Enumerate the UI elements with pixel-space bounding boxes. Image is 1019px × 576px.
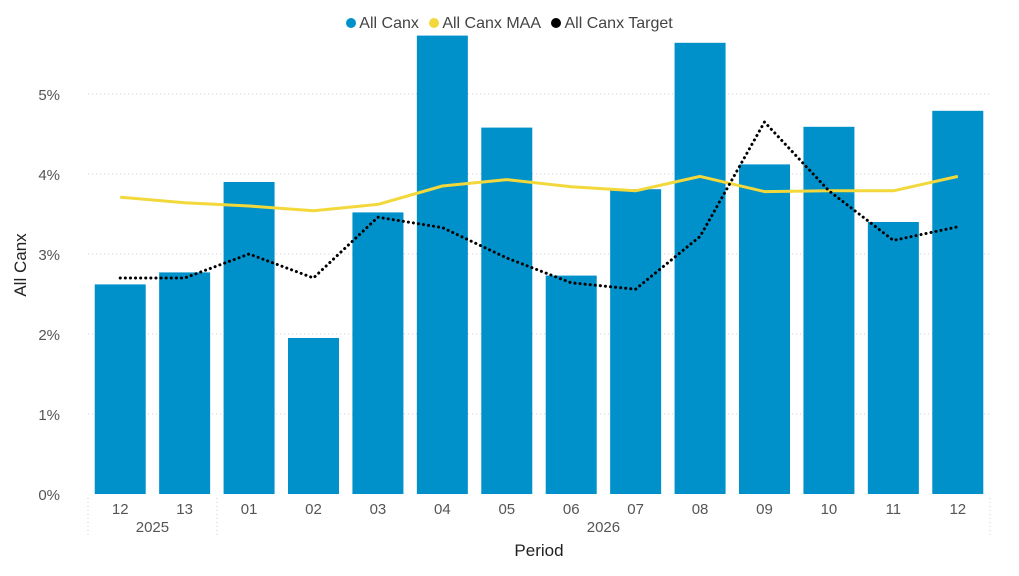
- legend-item-all-canx-maa[interactable]: All Canx MAA: [429, 15, 541, 33]
- y-tick-label: 3%: [38, 247, 60, 264]
- y-tick-label: 5%: [38, 87, 60, 104]
- y-axis-label: All Canx: [11, 233, 30, 297]
- bar[interactable]: [481, 127, 533, 494]
- x-tick-label: 03: [370, 501, 387, 518]
- legend-item-all-canx[interactable]: All Canx: [346, 15, 419, 33]
- bar[interactable]: [288, 338, 339, 494]
- bar[interactable]: [352, 212, 404, 494]
- x-tick-label: 09: [756, 501, 773, 518]
- bar[interactable]: [94, 284, 146, 494]
- bar[interactable]: [803, 126, 855, 495]
- x-tick-label: 02: [305, 501, 322, 518]
- x-axis: 12 13 01 02 03 04 05 06 07 08 09 10 11 12 2025 2026: [87, 498, 991, 536]
- y-tick-label: 2%: [38, 327, 60, 344]
- x-tick-label: 05: [498, 501, 515, 518]
- bar[interactable]: [416, 35, 468, 494]
- x-tick-label: 07: [627, 501, 644, 518]
- x-group-label: 2026: [587, 519, 620, 536]
- y-tick-label: 0%: [38, 487, 60, 504]
- legend-dot-icon: [551, 18, 562, 28]
- bar[interactable]: [545, 275, 597, 494]
- bar[interactable]: [223, 182, 275, 494]
- x-tick-label: 10: [821, 501, 838, 518]
- gridlines: [88, 93, 990, 415]
- x-tick-label: 12: [949, 501, 966, 518]
- bar[interactable]: [739, 164, 790, 494]
- y-axis: 0% 1% 2% 3% 4% 5%: [38, 87, 60, 504]
- legend-item-all-canx-target[interactable]: All Canx Target: [551, 15, 673, 33]
- x-tick-label: 06: [563, 501, 580, 518]
- y-tick-label: 1%: [38, 407, 60, 424]
- legend-dot-icon: [346, 18, 357, 28]
- bar[interactable]: [932, 110, 984, 495]
- legend-dot-icon: [429, 18, 440, 28]
- bar-series: [94, 35, 984, 495]
- x-tick-label: 13: [176, 501, 193, 518]
- legend-label: All Canx MAA: [442, 15, 542, 32]
- x-tick-label: 08: [692, 501, 709, 518]
- bar[interactable]: [674, 42, 726, 495]
- legend: All Canx All Canx MAA All Canx Target: [0, 15, 1019, 33]
- x-group-label: 2025: [136, 519, 169, 536]
- x-tick-label: 12: [112, 501, 129, 518]
- bar[interactable]: [159, 272, 211, 494]
- x-axis-label: Period: [514, 541, 563, 560]
- legend-label: All Canx: [359, 15, 419, 32]
- legend-label: All Canx Target: [564, 15, 673, 32]
- maa-line[interactable]: [120, 174, 959, 213]
- x-tick-label: 01: [241, 501, 258, 518]
- x-tick-label: 11: [886, 501, 902, 518]
- bar[interactable]: [867, 222, 919, 494]
- bar[interactable]: [610, 189, 662, 494]
- y-tick-label: 4%: [38, 167, 60, 184]
- line-series: [118, 120, 960, 291]
- x-tick-label: 04: [434, 501, 451, 518]
